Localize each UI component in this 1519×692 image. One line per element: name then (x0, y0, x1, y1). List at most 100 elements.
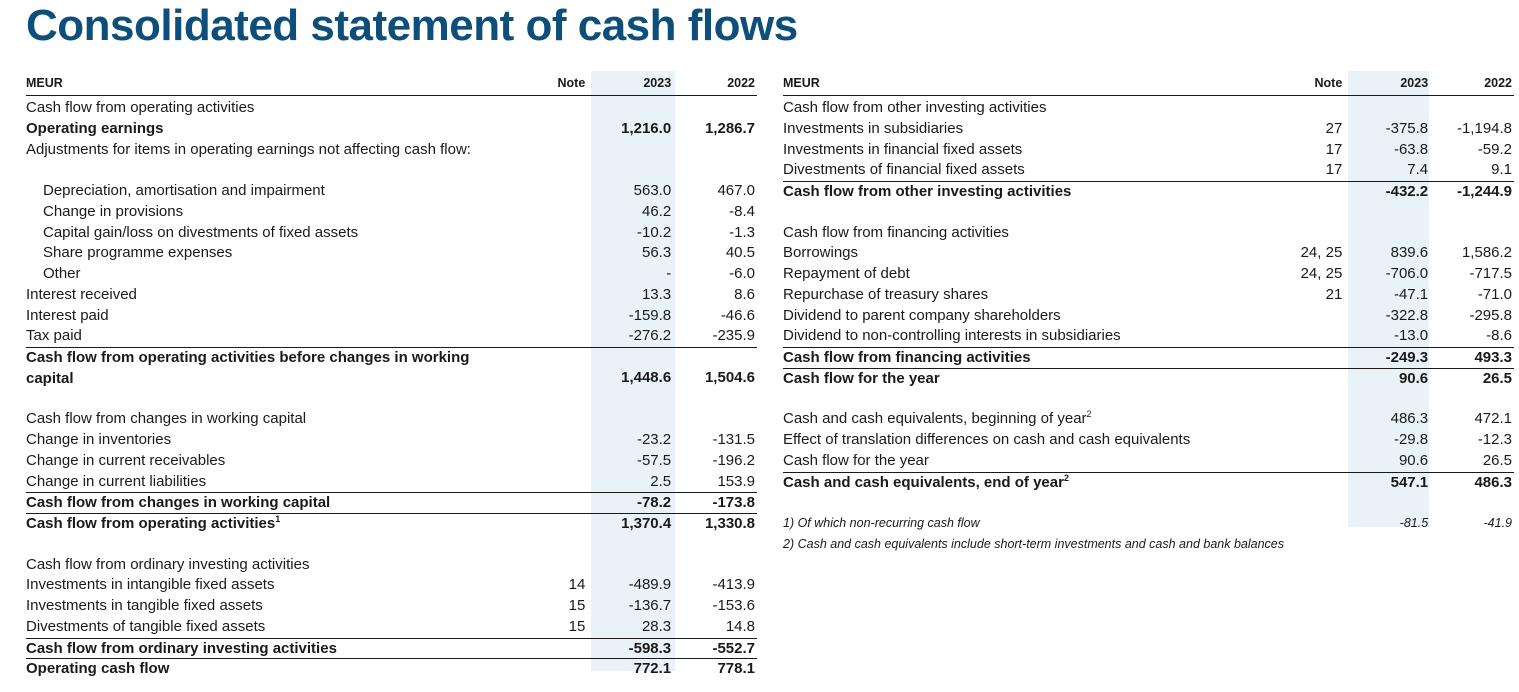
value-2023: 46.2 (641, 202, 672, 220)
value-2022: -59.2 (1477, 140, 1513, 158)
row-label-text: Change in provisions (43, 202, 184, 220)
row-label-text: Cash flow from ordinary investing activi… (26, 555, 310, 573)
header-meur: MEUR (26, 76, 63, 90)
value-2023: 13.3 (641, 285, 672, 303)
value-2022: 8.6 (734, 285, 756, 303)
footnote-row: 2) Cash and cash equivalents include sho… (783, 534, 1514, 555)
spacer-row (26, 389, 757, 410)
row-label: Tax paid (26, 326, 504, 347)
row-note: 17 (1325, 161, 1343, 179)
value-2023: 772.1 (633, 660, 672, 678)
value-2022: -196.2 (712, 451, 756, 469)
table-row: Interest received 13.3 8.6 (26, 285, 757, 306)
value-2022: 9.1 (1491, 161, 1513, 179)
row-label-text: Interest paid (26, 306, 109, 324)
header-note: Note (1314, 76, 1343, 90)
table-row: Depreciation, amortisation and impairmen… (26, 181, 757, 202)
value-2023: - (666, 265, 672, 282)
value-2022: 26.5 (1482, 369, 1513, 387)
row-label: Cash flow for the year (783, 451, 1261, 472)
row-label: Adjustments for items in operating earni… (26, 140, 504, 161)
row-label-text: Dividend to parent company shareholders (783, 306, 1061, 324)
value-2022: 26.5 (1482, 451, 1513, 469)
row-label: Cash flow for the year (783, 369, 1261, 390)
row-label: Change in current liabilities (26, 472, 504, 493)
row-note: 15 (568, 617, 586, 635)
value-2022: 493.3 (1474, 349, 1513, 366)
spacer-row (783, 492, 1514, 513)
row-label-text: Cash flow from operating activities befo… (26, 349, 470, 387)
footnote-marker: 1 (275, 514, 281, 524)
value-2023: 7.4 (1407, 161, 1429, 179)
value-2023: -249.3 (1385, 349, 1429, 366)
table-row: Operating cash flow 772.1 778.1 (26, 658, 757, 679)
row-label: Interest received (26, 285, 504, 306)
value-2023: -706.0 (1385, 265, 1429, 282)
row-label-text: Share programme expenses (43, 244, 233, 262)
row-label-text: Cash flow from ordinary investing activi… (26, 639, 337, 657)
table-row: Cash and cash equivalents, end of year2 5… (783, 471, 1514, 494)
table-row: Change in provisions 46.2 -8.4 (26, 202, 757, 223)
value-2023: 1,370.4 (621, 515, 672, 532)
table-row: Change in current liabilities 2.5 153.9 (26, 472, 757, 493)
row-label-text: Adjustments for items in operating earni… (26, 140, 471, 158)
row-label-text: Borrowings (783, 244, 859, 262)
row-label-text: Tax paid (26, 327, 82, 345)
row-label: Change in inventories (26, 430, 504, 451)
table-row: Capital gain/loss on divestments of fixe… (26, 223, 757, 244)
row-label: Operating earnings (26, 119, 504, 140)
row-label: Depreciation, amortisation and impairmen… (26, 181, 505, 202)
row-label: Cash flow from operating activities (26, 98, 504, 119)
value-2023: 56.3 (641, 244, 672, 262)
row-label-text: Repurchase of treasury shares (783, 285, 989, 303)
value-2022: -131.5 (712, 431, 756, 448)
row-label-text: Change in current receivables (26, 451, 226, 469)
row-label-text: Cash flow for the year (783, 451, 929, 469)
row-label: Effect of translation differences on cas… (783, 430, 1261, 451)
cash-flow-table-left: MEUR Note 2023 2022 Cash flow from opera… (26, 71, 757, 679)
row-label-text: Cash and cash equivalents, beginning of … (783, 410, 1087, 428)
table-row: Interest paid -159.8 -46.6 (26, 306, 757, 327)
table-header: MEUR Note 2023 2022 (26, 71, 757, 96)
row-label-text: Cash flow from operating activities (26, 515, 276, 532)
row-label: Borrowings (783, 243, 1261, 264)
value-2022: -1.3 (729, 223, 756, 241)
table-row: Dividend to parent company shareholders -… (783, 306, 1514, 327)
table-row: Tax paid -276.2 -235.9 (26, 326, 757, 347)
value-2022: -8.4 (729, 202, 756, 220)
row-label: Cash flow from ordinary investing activi… (26, 639, 504, 660)
value-2023: -47.1 (1393, 285, 1429, 303)
value-2022: 467.0 (717, 182, 756, 199)
row-note: 17 (1325, 140, 1343, 158)
value-2023: -23.2 (636, 431, 672, 448)
row-label: Cash and cash equivalents, end of year2 (783, 473, 1261, 494)
row-label: Share programme expenses (26, 243, 505, 264)
value-2022: -1,244.9 (1456, 183, 1513, 200)
row-label: Cash flow from ordinary investing activi… (26, 555, 504, 576)
table-row: Cash flow from changes in working capita… (26, 409, 757, 430)
value-2023: 1,216.0 (621, 119, 672, 137)
table-row: Dividend to non-controlling interests in… (783, 326, 1514, 347)
row-label-text: Effect of translation differences on cas… (783, 431, 1191, 448)
row-label-text: Cash flow from operating activities (26, 99, 255, 116)
table-row: Repurchase of treasury shares 21 -47.1 -71.… (783, 285, 1514, 306)
value-2023: 486.3 (1390, 410, 1429, 428)
row-label-text: Cash and cash equivalents, end of year (783, 473, 1064, 491)
value-2023: -10.2 (636, 223, 672, 241)
value-2022: -6.0 (729, 265, 756, 282)
table-row: Adjustments for items in operating earni… (26, 140, 757, 182)
value-2023: 90.6 (1398, 369, 1429, 387)
row-label-text: Other (43, 265, 81, 282)
value-2023: 547.1 (1390, 473, 1429, 491)
value-2022: 14.8 (725, 617, 756, 635)
row-label-text: Investments in financial fixed assets (783, 140, 1023, 158)
table-row: Cash flow from financing activities -249.… (783, 347, 1514, 368)
header-2023: 2023 (1400, 76, 1429, 90)
value-2022: 1,286.7 (704, 119, 756, 137)
row-label-text: Investments in intangible fixed assets (26, 576, 275, 594)
row-label: Divestments of tangible fixed assets (26, 617, 504, 638)
row-label-text: Divestments of tangible fixed assets (26, 617, 266, 635)
row-label-text: Cash flow from other investing activitie… (783, 99, 1047, 116)
row-label-text: Divestments of financial fixed assets (783, 161, 1025, 179)
table-row: Cash flow for the year 90.6 26.5 (783, 451, 1514, 472)
